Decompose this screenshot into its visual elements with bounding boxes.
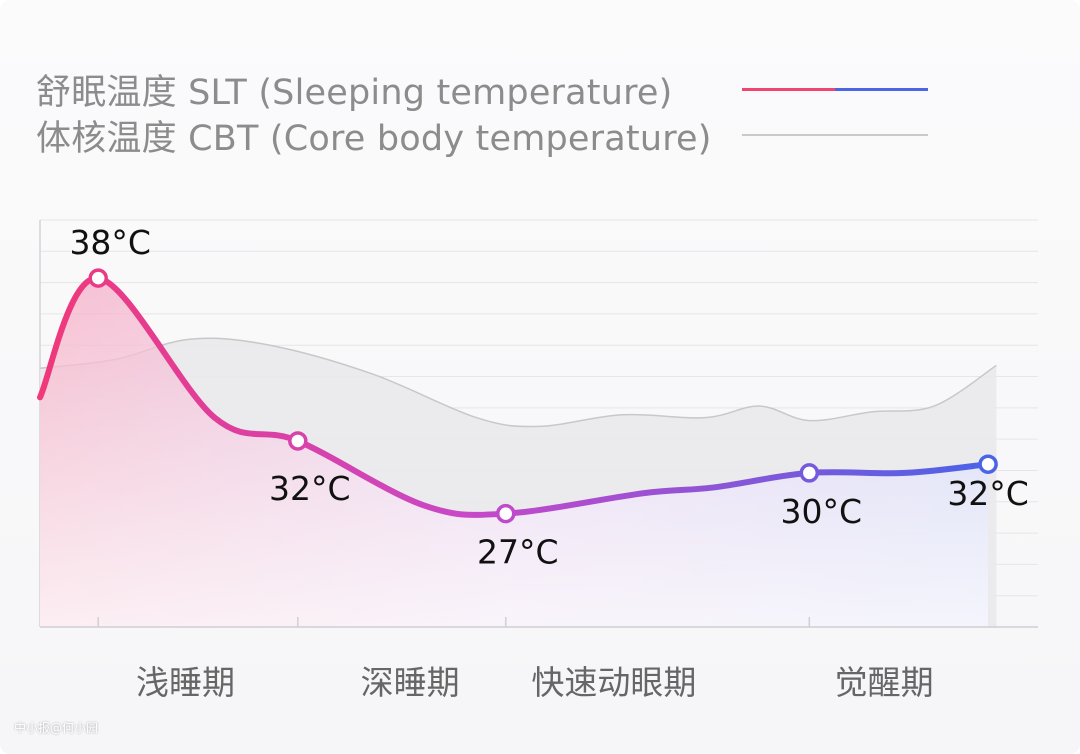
data-label: 27°C — [477, 533, 559, 572]
x-axis: 浅睡期 深睡期 快速动眼期 觉醒期 — [40, 617, 1038, 702]
data-marker — [288, 431, 308, 451]
legend-swatch-cbt — [742, 134, 928, 136]
legend-item-slt: 舒眠温度 SLT (Sleeping temperature) — [36, 66, 936, 113]
data-labels: 38°C 32°C 27°C 30°C 32°C — [69, 223, 1028, 571]
data-markers — [88, 268, 998, 524]
slt-area-fade — [40, 278, 989, 627]
data-label: 38°C — [69, 223, 151, 262]
legend-label-cbt: 体核温度 CBT (Core body temperature) — [36, 118, 712, 159]
legend-item-cbt: 体核温度 CBT (Core body temperature) — [36, 112, 936, 159]
x-tick-label: 深睡期 — [361, 663, 460, 702]
x-tick-label: 浅睡期 — [136, 663, 235, 702]
data-marker — [88, 268, 108, 288]
x-tick-label: 觉醒期 — [835, 663, 934, 702]
legend-label-slt: 舒眠温度 SLT (Sleeping temperature) — [36, 72, 673, 113]
slt-line — [37, 275, 992, 518]
legend-swatch-slt — [742, 87, 928, 91]
slt-series — [37, 275, 992, 627]
data-marker — [495, 503, 516, 524]
data-label: 32°C — [947, 474, 1029, 513]
watermark: 中小报@何小园 — [14, 721, 99, 735]
data-marker — [978, 454, 998, 474]
data-label: 30°C — [781, 492, 863, 531]
x-tick-label: 快速动眼期 — [531, 663, 696, 702]
data-label: 32°C — [269, 469, 351, 508]
legend: 舒眠温度 SLT (Sleeping temperature) 体核温度 CBT… — [36, 66, 936, 159]
data-marker — [799, 463, 820, 483]
cbt-line — [39, 337, 997, 428]
